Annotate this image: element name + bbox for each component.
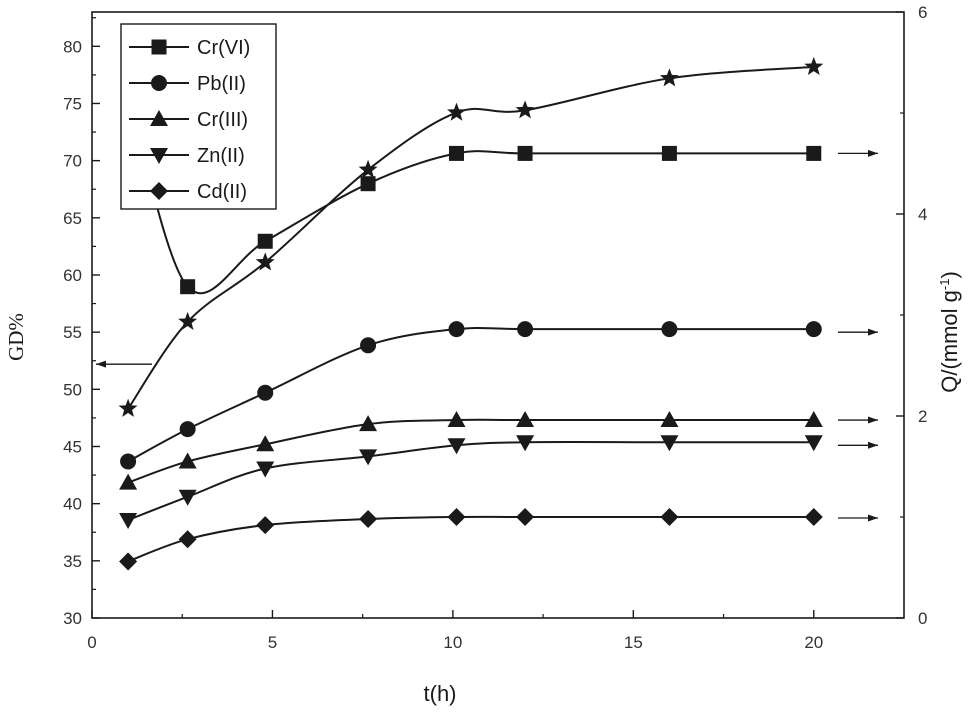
y-left-tick-label: 45 <box>63 437 82 456</box>
y-right-title-sup: -1 <box>937 279 952 291</box>
y-right-axis-title: Q/(mmol g-1) <box>937 271 962 393</box>
marker-crvi <box>661 145 677 161</box>
series-line-znii <box>127 441 814 521</box>
x-axis-title: t(h) <box>424 681 457 706</box>
marker-gd <box>358 159 378 178</box>
marker-criii <box>119 473 138 490</box>
marker-gd <box>446 102 467 121</box>
legend-label-crvi: Cr(VI) <box>197 37 250 59</box>
legend-marker-cdii <box>150 182 168 200</box>
marker-crvi <box>806 145 822 161</box>
y-right-title-base: Q/(mmol g <box>937 290 962 393</box>
marker-cdii <box>256 516 275 535</box>
marker-gd <box>659 68 679 87</box>
marker-criii <box>447 411 466 428</box>
y-left-tick-label: 40 <box>63 495 82 514</box>
marker-gd <box>255 252 275 271</box>
legend-marker-pbii <box>151 75 167 91</box>
series-line-criii <box>127 418 814 484</box>
y-right-tick-label: 6 <box>918 3 927 22</box>
legend-marker-znii <box>150 148 168 164</box>
y-left-tick-label: 65 <box>63 209 82 228</box>
legend: Cr(VI) Pb(II) Cr(III) Zn(II) Cd(II) <box>120 23 277 210</box>
marker-criii <box>256 435 275 452</box>
marker-cdii <box>804 508 823 526</box>
marker-znii <box>660 435 679 452</box>
legend-marker-crvi <box>151 39 167 55</box>
marker-pbii <box>805 321 822 338</box>
marker-gd <box>515 100 535 119</box>
y-right-title-close: ) <box>937 271 962 278</box>
marker-crvi <box>257 233 273 249</box>
marker-pbii <box>517 321 534 338</box>
marker-znii <box>516 435 535 452</box>
arrows-layer <box>96 149 878 522</box>
series-line-cdii <box>127 515 814 563</box>
marker-criii <box>516 411 535 428</box>
y-left-tick-label: 30 <box>63 609 82 628</box>
legend-label-cdii: Cd(II) <box>197 181 247 203</box>
y-left-tick-label: 35 <box>63 552 82 571</box>
axis-pointer-arrow-head <box>868 149 878 157</box>
axis-pointer-arrow-head <box>868 441 878 449</box>
marker-criii <box>660 411 679 428</box>
marker-cdii <box>516 508 535 526</box>
marker-crvi <box>448 145 464 161</box>
legend-box <box>120 23 277 210</box>
marker-pbii <box>257 384 274 401</box>
legend-label-znii: Zn(II) <box>197 145 245 167</box>
marker-cdii <box>178 530 197 549</box>
marker-criii <box>359 415 378 432</box>
marker-znii <box>178 489 197 506</box>
marker-crvi <box>360 176 376 192</box>
y-left-tick-label: 75 <box>63 94 82 113</box>
y-left-tick-label: 50 <box>63 380 82 399</box>
marker-crvi <box>180 279 196 295</box>
marker-znii <box>256 461 275 478</box>
marker-znii <box>804 435 823 452</box>
marker-pbii <box>179 421 196 438</box>
marker-crvi <box>517 145 533 161</box>
y-left-tick-label: 80 <box>63 37 82 56</box>
x-tick-label: 0 <box>87 633 96 652</box>
marker-znii <box>359 449 378 466</box>
y-left-tick-label: 55 <box>63 323 82 342</box>
marker-gd <box>118 398 138 417</box>
y-left-tick-label: 70 <box>63 152 82 171</box>
x-tick-label: 15 <box>624 633 643 652</box>
axis-pointer-arrow-head <box>868 514 878 522</box>
marker-gd <box>178 311 198 330</box>
y-left-tick-label: 60 <box>63 266 82 285</box>
axis-pointer-arrow-head <box>96 360 106 368</box>
axis-pointer-arrow-head <box>868 416 878 424</box>
marker-cdii <box>119 552 138 571</box>
x-tick-label: 10 <box>443 633 462 652</box>
axis-pointer-arrow-head <box>868 328 878 336</box>
legend-marker-criii <box>150 110 168 126</box>
y-left-axis-title: GD% <box>4 313 28 361</box>
marker-pbii <box>360 337 377 354</box>
marker-pbii <box>661 321 678 338</box>
y-right-tick-label: 4 <box>918 205 927 224</box>
marker-znii <box>119 513 138 530</box>
legend-label-pbii: Pb(II) <box>197 73 246 95</box>
marker-znii <box>447 438 466 455</box>
legend-label-criii: Cr(III) <box>197 109 248 131</box>
marker-gd <box>804 56 824 75</box>
marker-criii <box>178 452 197 469</box>
marker-cdii <box>359 510 378 529</box>
x-tick-label: 5 <box>268 633 277 652</box>
marker-pbii <box>448 321 465 338</box>
marker-cdii <box>660 508 679 526</box>
x-tick-label: 20 <box>804 633 823 652</box>
markers-layer <box>118 56 824 571</box>
y-right-tick-label: 0 <box>918 609 927 628</box>
y-right-tick-label: 2 <box>918 407 927 426</box>
marker-pbii <box>120 453 137 470</box>
ticks-layer: 0 5 10 15 20 30 35 40 45 50 55 60 65 70 75 80 0 2 4 6 <box>63 3 927 652</box>
marker-cdii <box>447 508 466 526</box>
marker-criii <box>804 411 823 428</box>
